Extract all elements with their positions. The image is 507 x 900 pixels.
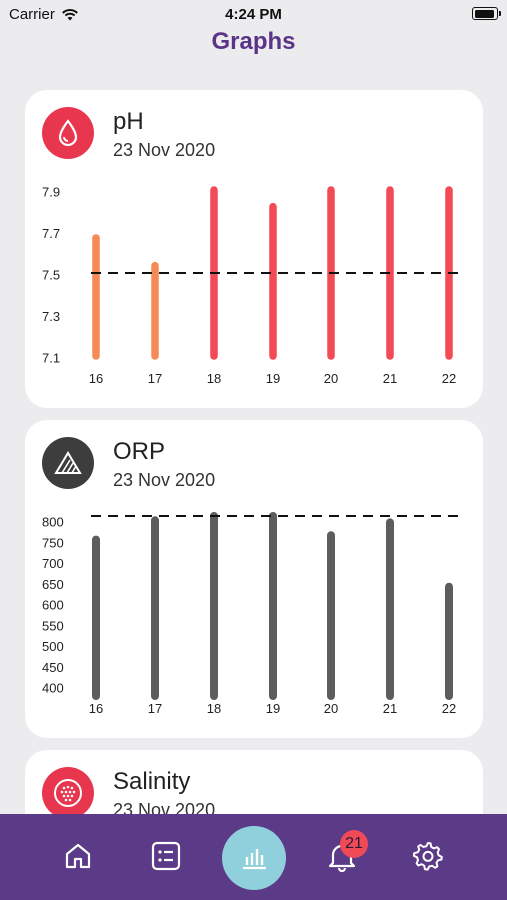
ph-y-tick-label: 7.1: [42, 351, 60, 366]
ph-chart: 7.9 7.7 7.5 7.3 7.1 16 17 18 19 20 21 22: [42, 185, 459, 386]
list-icon: [151, 841, 181, 871]
orp-card[interactable]: ORP 23 Nov 2020 800 750 700 650 600 550 500 450…: [25, 420, 483, 738]
ph-card[interactable]: pH 23 Nov 2020 7.9 7.7 7.5 7.3 7.1 16 17 18 19 20…: [25, 90, 483, 408]
ph-x-tick-label: 21: [383, 371, 397, 386]
battery-icon: [472, 7, 501, 20]
salinity-title: Salinity: [113, 768, 191, 795]
ph-y-tick-label: 7.5: [42, 268, 60, 283]
orp-y-tick-label: 550: [42, 618, 64, 633]
bar-chart-icon: [243, 849, 266, 870]
orp-y-tick-label: 650: [42, 577, 64, 592]
orp-y-tick-label: 400: [42, 681, 64, 696]
ph-y-tick-label: 7.7: [42, 226, 60, 241]
ph-y-tick-label: 7.3: [42, 309, 60, 324]
gear-icon: [412, 842, 443, 871]
wifi-icon: [61, 9, 78, 21]
orp-x-tick-label: 19: [266, 701, 280, 716]
carrier-label: Carrier: [9, 6, 55, 23]
status-bar: Carrier 4:24 PM: [0, 0, 507, 28]
orp-x-tick-label: 21: [383, 701, 397, 716]
orp-y-tick-label: 600: [42, 598, 64, 613]
orp-date: 23 Nov 2020: [113, 470, 216, 490]
nav-home[interactable]: [56, 834, 100, 878]
orp-chart: 800 750 700 650 600 550 500 450 400 16 17 18 19 20 21 2…: [42, 512, 459, 716]
orp-x-tick-label: 16: [89, 701, 103, 716]
nav-graphs[interactable]: [222, 826, 286, 890]
orp-y-tick-label: 700: [42, 556, 64, 571]
orp-x-tick-label: 22: [442, 701, 456, 716]
orp-y-tick-label: 800: [42, 515, 64, 530]
ph-title: pH: [113, 108, 144, 135]
orp-x-tick-label: 17: [148, 701, 162, 716]
bottom-nav: 21: [0, 814, 507, 900]
ph-x-tick-label: 17: [148, 371, 162, 386]
notification-badge: 21: [340, 830, 368, 858]
nav-list[interactable]: [144, 834, 188, 878]
mountain-icon: [42, 437, 94, 489]
orp-y-tick-label: 750: [42, 535, 64, 550]
orp-title: ORP: [113, 438, 166, 465]
ph-date: 23 Nov 2020: [113, 140, 216, 160]
orp-x-tick-label: 18: [207, 701, 221, 716]
water-drop-icon: [42, 107, 94, 159]
orp-y-tick-label: 500: [42, 639, 64, 654]
nav-settings[interactable]: [406, 834, 450, 878]
ph-x-tick-label: 19: [266, 371, 280, 386]
ph-x-tick-label: 22: [442, 371, 456, 386]
ph-x-tick-label: 16: [89, 371, 103, 386]
clock: 4:24 PM: [225, 6, 282, 23]
carrier-group: Carrier: [9, 6, 79, 23]
salt-dots-icon: [42, 767, 94, 819]
orp-x-tick-label: 20: [324, 701, 338, 716]
home-icon: [65, 843, 91, 869]
orp-y-tick-label: 450: [42, 660, 64, 675]
ph-x-tick-label: 20: [324, 371, 338, 386]
ph-x-tick-label: 18: [207, 371, 221, 386]
page-title: Graphs: [211, 28, 296, 55]
ph-y-tick-label: 7.9: [42, 185, 60, 200]
